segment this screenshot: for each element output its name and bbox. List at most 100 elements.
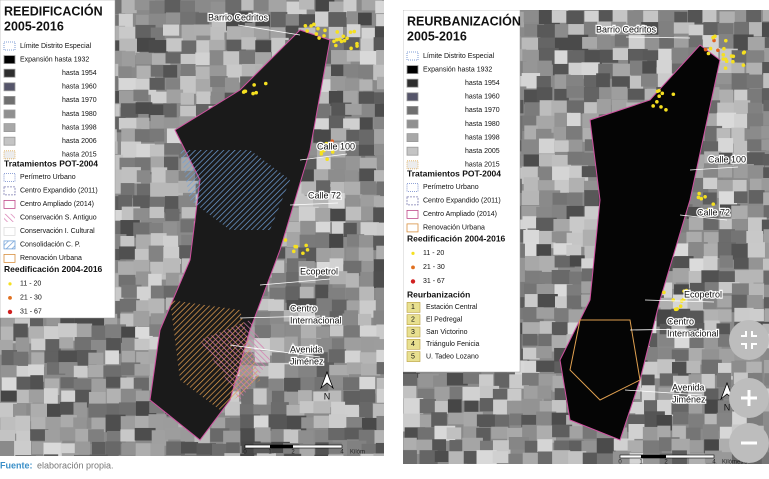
block [749,308,764,322]
block [345,273,359,289]
block [536,425,556,443]
block [166,12,186,24]
block [536,217,557,234]
site-dot [655,99,659,104]
block [361,0,382,11]
block [343,390,360,407]
block [148,414,167,431]
block [703,216,719,230]
block [359,286,375,301]
legend-heading: Tratamientos POT-2004 [407,169,501,179]
block [688,10,704,24]
block [687,296,705,312]
block [611,21,627,34]
leader-line [625,36,691,39]
legend-label: hasta 1970 [465,107,500,114]
block [536,346,552,359]
swatch [406,209,419,219]
block [373,453,384,456]
site-dot [731,59,735,64]
legend-heading: Reedificación 2004-2016 [407,234,506,244]
swatch [406,351,421,362]
zoom-in[interactable] [729,378,769,418]
scale-label: 2 [664,460,668,466]
block [761,88,769,104]
zoom-out[interactable] [729,423,769,463]
block [536,307,557,319]
block [299,0,315,10]
block [761,219,769,234]
swatch [3,172,16,182]
block [747,242,766,259]
leader-line [629,328,698,331]
legend-number: 5 [411,353,415,360]
legend-title: 2005-2016 [407,29,467,43]
block [462,386,483,401]
scale-bar-seg [641,455,666,458]
block [166,38,183,52]
block [163,65,178,78]
block [134,0,155,11]
block [583,87,603,102]
block [210,1,227,18]
block [521,139,542,156]
site-dot [324,141,329,146]
block [673,22,695,34]
block [196,0,215,16]
block [642,61,657,78]
block [163,258,181,275]
block [118,402,139,416]
block [269,287,286,300]
block [492,440,511,454]
block [118,13,133,29]
block [61,390,80,402]
block [150,182,167,199]
block [628,34,647,51]
block [538,230,556,249]
place-label: Calle 100 [317,141,355,151]
block [523,177,540,194]
block [358,12,372,26]
site-dot [699,196,704,201]
block [403,437,417,450]
block [358,313,372,326]
legend-label: 11 - 20 [423,250,444,257]
block [301,181,318,196]
block [581,166,598,178]
block [344,181,363,199]
block [331,50,351,68]
site-dot [332,39,336,44]
block [148,40,168,53]
legend-label: hasta 2015 [62,152,97,159]
legend-label: Perímetro Urbano [423,184,479,191]
block [329,258,344,276]
block [298,362,316,379]
block [105,414,126,433]
legend-label: 21 - 30 [423,264,445,271]
block [134,248,151,261]
block [359,79,373,91]
block [328,427,347,441]
zoom-fit[interactable] [729,320,769,360]
legend-label: hasta 1980 [62,111,97,118]
block [686,360,701,374]
block [476,414,497,427]
block [522,372,540,386]
block [120,235,135,249]
block [554,140,571,152]
block [671,349,689,361]
block [566,10,584,25]
block [373,143,384,156]
block [59,427,76,441]
block [118,78,137,90]
block [316,157,337,170]
block [359,325,379,337]
scale-label: 4 [712,460,716,466]
block [163,156,179,173]
block [44,454,59,456]
block [30,403,48,422]
block [376,14,384,32]
legend-box [0,0,116,319]
block [255,311,271,329]
